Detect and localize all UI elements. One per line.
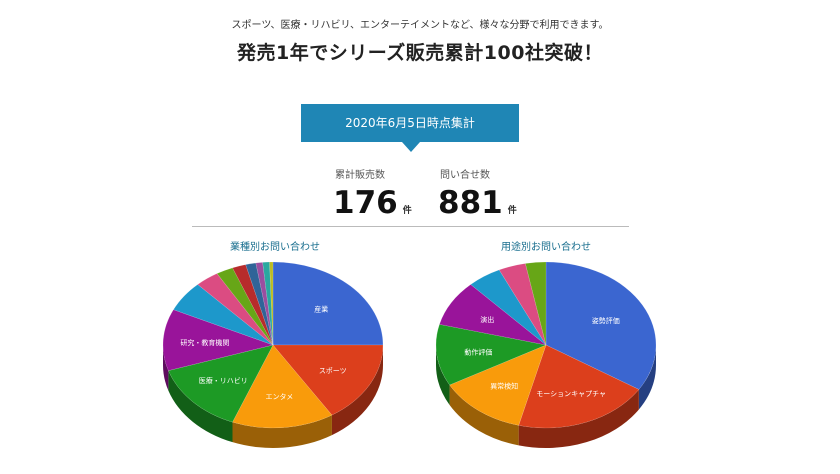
pie-slice-1-5	[470, 269, 547, 346]
pie-tops	[435, 261, 657, 429]
pie-label-0-4: 研究・教育機関	[180, 338, 229, 347]
pie-side-0-1	[331, 345, 383, 436]
pie-slice-0-11	[262, 261, 274, 346]
pie-slice-0-4	[162, 309, 274, 371]
pie-label-0-2: エンタメ	[266, 392, 294, 401]
page-subtitle: スポーツ、医療・リハビリ、エンターテイメントなど、様々な分野で利用できます。	[231, 20, 609, 31]
pie-label-1-0: 姿勢評価	[592, 316, 620, 325]
pie-slice-1-6	[498, 263, 547, 346]
banner-arrow-icon	[402, 142, 420, 152]
stats-divider	[192, 226, 629, 227]
pie-label-0-1: スポーツ	[319, 367, 347, 375]
stat-inquiries-unit: 件	[507, 206, 517, 216]
pie-slice-0-10	[255, 262, 274, 346]
pie-sides	[163, 345, 383, 448]
stat-inquiries-value: 881	[438, 185, 503, 221]
pie-slice-0-2	[232, 344, 333, 429]
pie-side-0-2	[232, 415, 332, 448]
pie-slice-1-4	[439, 284, 547, 346]
pie-side-1-0	[638, 345, 656, 410]
pie-slice-1-3	[435, 324, 547, 386]
pie-label-1-3: 動作評価	[464, 347, 492, 356]
pie-slice-1-0	[545, 261, 657, 390]
pie-slice-1-1	[518, 344, 640, 429]
pie-side-0-3	[168, 370, 233, 443]
page-headline: 発売1年でシリーズ販売累計100社突破！	[237, 42, 603, 64]
pie-label-0-0: 産業	[314, 305, 328, 314]
pie-slice-0-3	[168, 344, 274, 423]
usage-chart-title: 用途別お問い合わせ	[501, 242, 591, 253]
stat-sales-label: 累計販売数	[335, 170, 385, 181]
stat-sales: 累計販売数 176 件	[333, 166, 412, 231]
pie-side-0-4	[163, 345, 169, 391]
stat-inquiries: 問い合せ数 881 件	[438, 166, 517, 231]
stat-inquiries-label: 問い合せ数	[440, 170, 490, 181]
pie-side-1-3	[436, 345, 450, 405]
pie-slice-0-7	[216, 267, 274, 346]
pie-label-0-3: 医療・リハビリ	[199, 376, 248, 385]
pie-label-1-4: 演出	[480, 315, 494, 324]
date-banner: 2020年6月5日時点集計	[301, 104, 519, 142]
pie-side-1-1	[518, 389, 639, 448]
stat-inquiries-value-row: 881 件	[438, 183, 517, 231]
pie-sides	[436, 345, 656, 448]
stat-sales-value-row: 176 件	[333, 183, 412, 231]
pie-tops	[162, 261, 384, 429]
pie-slice-0-0	[272, 261, 384, 346]
stat-sales-value: 176	[333, 185, 398, 221]
pie-slice-0-8	[232, 264, 274, 346]
pie-label-1-2: 異常検知	[490, 382, 518, 391]
pie-side-1-2	[449, 384, 519, 446]
pie-slice-0-5	[173, 284, 274, 346]
pie-slice-1-2	[449, 344, 547, 426]
pie-slice-0-1	[272, 344, 384, 416]
pie-slice-0-12	[269, 261, 274, 346]
pie-slice-0-6	[197, 273, 274, 346]
pie-slice-0-9	[245, 262, 274, 346]
pie-label-1-1: モーションキャプチャ	[536, 390, 606, 398]
industry-chart-title: 業種別お問い合わせ	[230, 242, 320, 253]
pie-slice-1-7	[525, 261, 547, 346]
stat-sales-unit: 件	[402, 206, 412, 216]
